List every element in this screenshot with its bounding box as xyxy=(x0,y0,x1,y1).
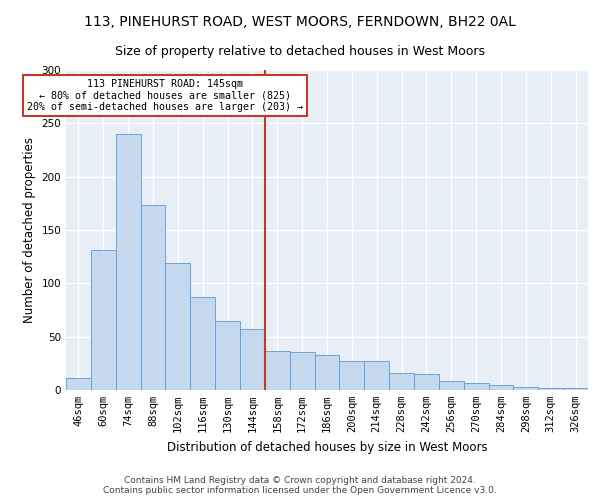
Bar xyxy=(314,355,340,390)
Text: Size of property relative to detached houses in West Moors: Size of property relative to detached ho… xyxy=(115,45,485,58)
Text: 113, PINEHURST ROAD, WEST MOORS, FERNDOWN, BH22 0AL: 113, PINEHURST ROAD, WEST MOORS, FERNDOW… xyxy=(84,15,516,29)
Bar xyxy=(215,320,240,390)
Bar xyxy=(190,297,215,390)
Bar xyxy=(91,250,116,390)
Bar xyxy=(66,378,91,390)
Bar xyxy=(414,374,439,390)
Text: 113 PINEHURST ROAD: 145sqm
← 80% of detached houses are smaller (825)
20% of sem: 113 PINEHURST ROAD: 145sqm ← 80% of deta… xyxy=(28,78,304,112)
Bar xyxy=(439,382,464,390)
Bar xyxy=(488,384,514,390)
Bar xyxy=(116,134,140,390)
Bar xyxy=(340,361,364,390)
Bar xyxy=(538,388,563,390)
Y-axis label: Number of detached properties: Number of detached properties xyxy=(23,137,36,323)
Bar xyxy=(563,388,588,390)
X-axis label: Distribution of detached houses by size in West Moors: Distribution of detached houses by size … xyxy=(167,440,487,454)
Bar xyxy=(265,350,290,390)
Bar xyxy=(389,373,414,390)
Bar xyxy=(514,387,538,390)
Bar xyxy=(140,206,166,390)
Text: Contains HM Land Registry data © Crown copyright and database right 2024.
Contai: Contains HM Land Registry data © Crown c… xyxy=(103,476,497,495)
Bar xyxy=(364,361,389,390)
Bar xyxy=(166,263,190,390)
Bar xyxy=(464,382,488,390)
Bar xyxy=(240,329,265,390)
Bar xyxy=(290,352,314,390)
